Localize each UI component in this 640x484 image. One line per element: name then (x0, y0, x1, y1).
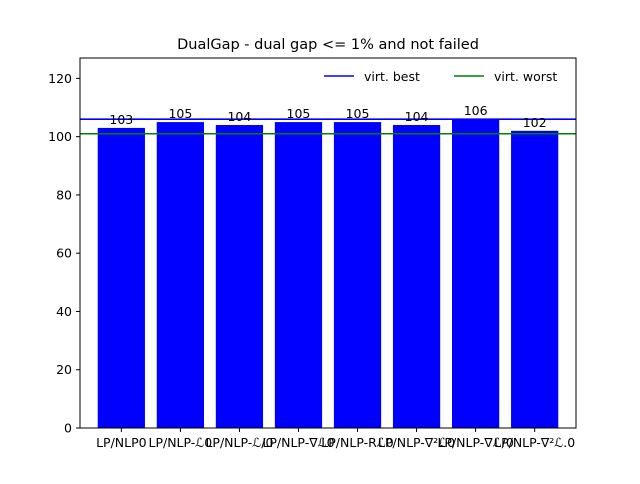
y-tick-label: 80 (56, 187, 72, 202)
y-tick-label: 100 (48, 129, 72, 144)
x-tick-label: LP/NLP-∇ℒ0 (262, 435, 334, 450)
bar-value-label: 105 (168, 106, 192, 121)
y-tick-label: 40 (56, 304, 72, 319)
bar-labels-group: 103 105 104 105 105 104 106 102 (109, 103, 546, 130)
x-tick-label: LP/NLP-ℒ0 (148, 435, 212, 450)
bar (452, 119, 500, 429)
y-tick-label: 60 (56, 246, 72, 261)
bar-value-label: 103 (109, 112, 133, 127)
bar (392, 125, 441, 428)
x-tick-label: LP/NLP-Rℒ0 (321, 435, 393, 450)
bar-value-label: 104 (227, 109, 251, 124)
bar-value-label: 105 (346, 106, 370, 121)
x-tick-label: LP/NLP0 (96, 435, 147, 450)
bar-value-label: 105 (287, 106, 311, 121)
bar-value-label: 106 (464, 103, 488, 118)
x-tick-label: LP/NLP-∇ℒ/0 (437, 435, 513, 450)
legend-label: virt. best (364, 69, 420, 84)
chart-title: DualGap - dual gap <= 1% and not failed (177, 37, 479, 53)
bar (274, 122, 323, 429)
y-tick-label: 20 (56, 362, 72, 377)
x-tick-label: LP/NLP-∇²ℒ.0 (494, 435, 575, 450)
x-tick-label: LP/NLP-ℒ/0 (205, 435, 273, 450)
bar-value-label: 104 (405, 109, 429, 124)
reference-lines-group (80, 118, 576, 135)
bar (511, 130, 559, 428)
y-tick-label: 0 (64, 421, 72, 436)
bar-value-label: 102 (523, 115, 547, 130)
bars-group (97, 119, 559, 429)
x-tick-label: LP/NLP-∇²ℒ0 (378, 435, 455, 450)
y-tick-label: 120 (48, 71, 72, 86)
legend-label: virt. worst (494, 69, 557, 84)
y-axis: 0 20 40 60 80 100 120 (48, 71, 80, 436)
bar (97, 127, 145, 428)
bar (215, 125, 264, 428)
bar (333, 122, 382, 429)
legend: virt. best virt. worst (324, 69, 557, 84)
x-axis: LP/NLP0 LP/NLP-ℒ0LP/NLP-ℒ/0LP/NLP-∇ℒ0LP/N… (96, 428, 575, 450)
plot-frame (79, 57, 577, 429)
bar (156, 122, 204, 429)
